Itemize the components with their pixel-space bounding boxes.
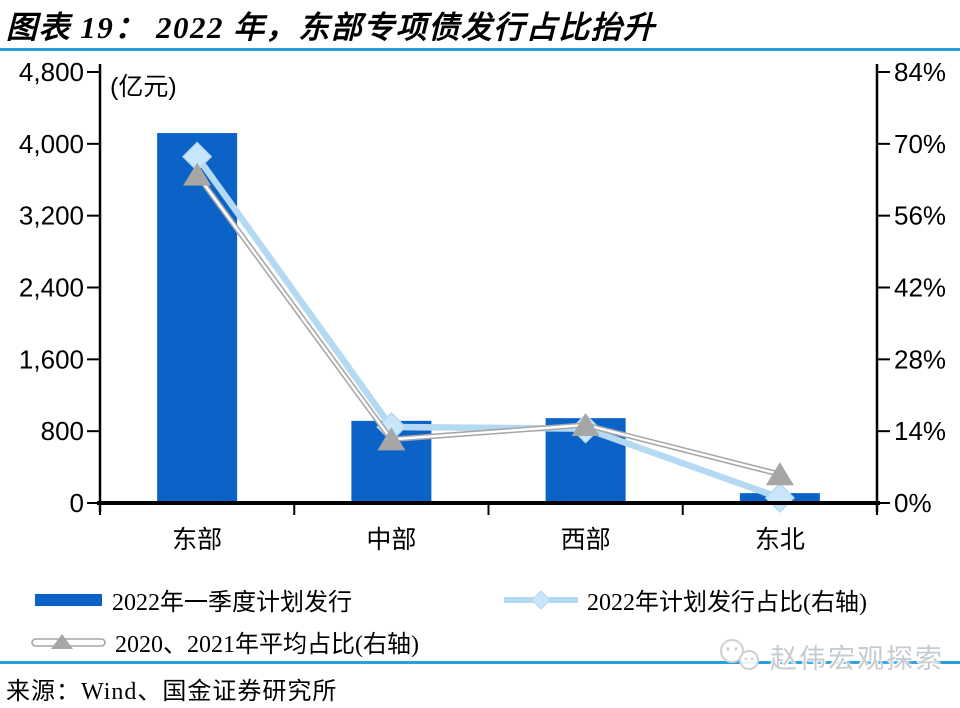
- combo-chart: 0 0% 800 14% 1,600 28% 2,400 42% 3,200 56% 4,000 70…: [19, 57, 946, 554]
- legend-item-2022-share: 2022年计划发行占比(右轴): [503, 582, 867, 617]
- legend-item-avg-share: 2020、2021年平均占比(右轴): [31, 624, 419, 659]
- legend-label-bar-series: 2022年一季度计划发行: [112, 590, 352, 616]
- right-axis-tick-label: 14%: [894, 416, 946, 446]
- bar-swatch-rect: [35, 593, 102, 606]
- right-axis-tick-label: 70%: [894, 129, 946, 159]
- triangle-marker-中部: [377, 427, 406, 451]
- right-axis-tick-label: 42%: [894, 273, 946, 303]
- triangle-series-swatch: [31, 633, 106, 649]
- triangle-marker-东部: [183, 162, 212, 186]
- line-avg-share-inner: [196, 173, 781, 476]
- right-axis-tick-label: 0%: [894, 488, 932, 518]
- triangle-swatch-marker: [51, 633, 73, 649]
- diamond-series-swatch: [504, 589, 578, 610]
- right-axis-tick-label: 84%: [894, 57, 946, 87]
- category-label-西部: 西部: [561, 526, 611, 554]
- right-axis-tick-label: 56%: [894, 201, 946, 231]
- watermark: 赵伟宏观探索: [716, 636, 944, 676]
- left-axis-unit-label: (亿元): [110, 73, 177, 101]
- chat-bubbles-icon: [720, 639, 759, 670]
- triangle-marker-东北: [765, 462, 794, 486]
- line-2022-share: [194, 154, 781, 501]
- bar-series-swatch: [35, 593, 102, 606]
- chart-title: 图表 19： 2022 年，东部专项债发行占比抬升: [6, 10, 656, 45]
- category-label-东部: 东部: [172, 526, 222, 554]
- top-divider-line: [0, 48, 960, 51]
- left-axis-tick-label: 1,600: [19, 344, 84, 374]
- left-axis-tick-label: 0: [70, 488, 84, 518]
- category-label-东北: 东北: [755, 526, 805, 554]
- right-axis-tick-label: 28%: [894, 344, 946, 374]
- legend-label-avg-share: 2020、2021年平均占比(右轴): [115, 632, 419, 658]
- legend-label-2022-share: 2022年计划发行占比(右轴): [587, 590, 867, 616]
- bar-东部: [157, 133, 238, 503]
- left-axis-tick-label: 4,800: [19, 57, 84, 87]
- bottom-divider-line: [0, 661, 960, 664]
- diamond-swatch-marker: [531, 589, 551, 610]
- watermark-text: 赵伟宏观探索: [770, 643, 944, 674]
- left-axis-tick-label: 2,400: [19, 273, 84, 303]
- category-label-中部: 中部: [366, 526, 416, 554]
- left-axis-tick-label: 800: [41, 416, 84, 446]
- legend-item-bar-series: 2022年一季度计划发行: [34, 582, 352, 617]
- source-note: 来源：Wind、国金证券研究所: [6, 679, 338, 705]
- left-axis-tick-label: 3,200: [19, 201, 84, 231]
- left-axis-tick-label: 4,000: [19, 129, 84, 159]
- diamond-marker-东北: [764, 482, 795, 513]
- triangle-marker-西部: [571, 413, 600, 437]
